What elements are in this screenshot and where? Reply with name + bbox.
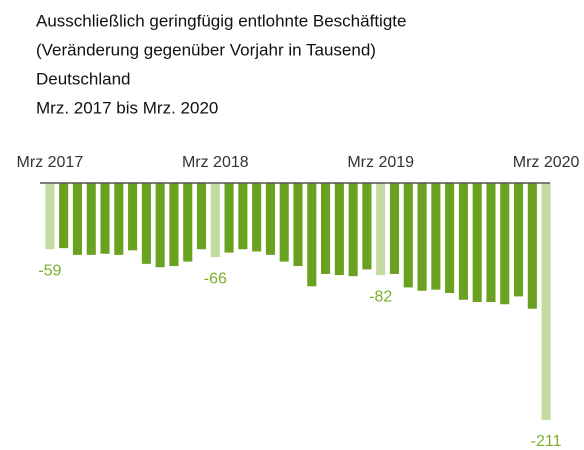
bar (362, 183, 372, 270)
bar (472, 183, 482, 303)
bar (169, 183, 179, 267)
bar (417, 183, 427, 291)
x-tick-label: Mrz 2018 (182, 154, 249, 171)
data-label: -59 (38, 262, 61, 279)
bar (403, 183, 413, 288)
x-tick-label: Mrz 2019 (347, 154, 414, 171)
bar (500, 183, 510, 305)
bar (527, 183, 537, 309)
bar (376, 183, 386, 276)
bar (86, 183, 96, 255)
data-label: -211 (531, 433, 562, 450)
x-tick-label: Mrz 2017 (17, 154, 84, 171)
bar (486, 183, 496, 303)
bar (252, 183, 262, 252)
bar (348, 183, 358, 277)
bar (224, 183, 234, 253)
title-line: (Veränderung gegenüber Vorjahr in Tausen… (36, 40, 376, 59)
bar (72, 183, 83, 255)
title-line: Mrz. 2017 bis Mrz. 2020 (36, 98, 218, 117)
bar (141, 183, 151, 264)
bar (45, 183, 55, 250)
data-label: -66 (204, 270, 227, 287)
title-line: Deutschland (36, 69, 131, 88)
bar (321, 183, 331, 274)
title-line: Ausschließlich geringfügig entlohnte Bes… (36, 11, 406, 30)
bar (293, 183, 303, 267)
bar (155, 183, 165, 268)
bar (210, 183, 220, 258)
bar (128, 183, 138, 251)
bar (541, 183, 551, 420)
bar (389, 183, 400, 274)
bar (265, 183, 275, 255)
bar (458, 183, 468, 300)
bar (513, 183, 524, 297)
bar (279, 183, 289, 262)
bar (307, 183, 317, 287)
bar (100, 183, 110, 254)
bar (334, 183, 344, 276)
bar (183, 183, 193, 262)
x-tick-label: Mrz 2020 (513, 154, 580, 171)
bar (114, 183, 124, 255)
bar (238, 183, 248, 250)
bar (59, 183, 69, 249)
bar (196, 183, 207, 250)
data-label: -82 (369, 288, 392, 305)
bar (445, 183, 455, 294)
bar (431, 183, 441, 290)
